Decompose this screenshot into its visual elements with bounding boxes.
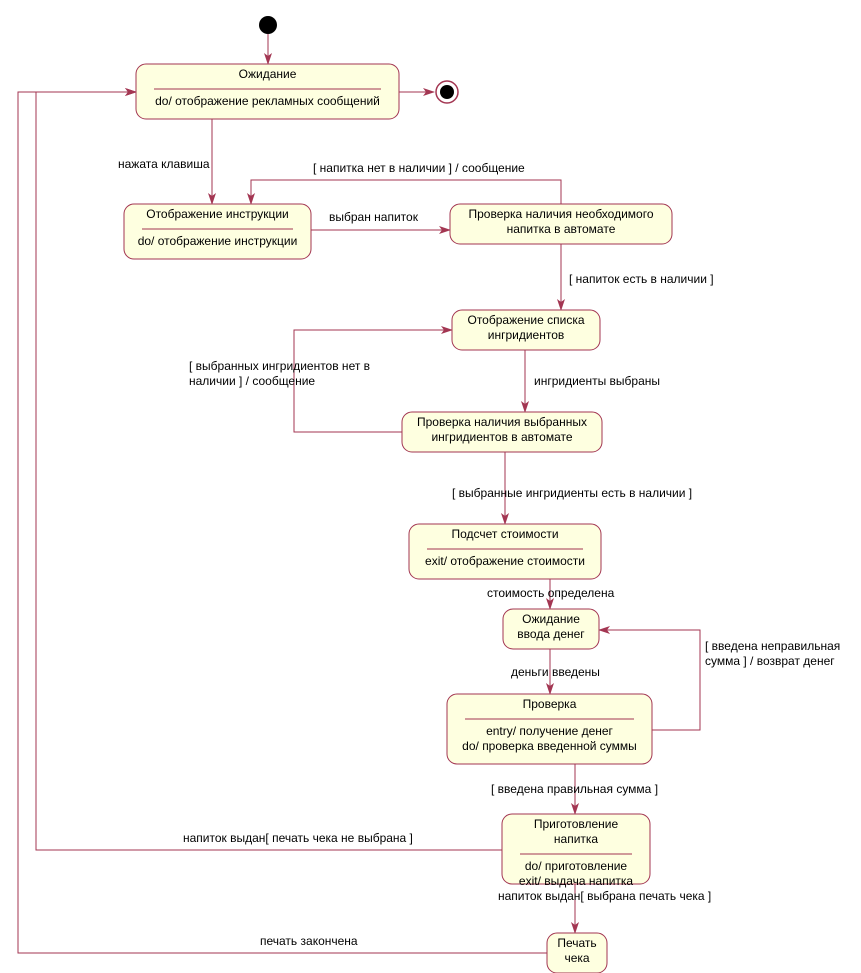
transition-label: [ напитка нет в наличии ] / сообщение (313, 161, 525, 175)
state-title: Проверка наличия необходимого (468, 207, 653, 221)
transition: [ напитка нет в наличии ] / сообщение (251, 161, 561, 204)
transition: ингридиенты выбраны (525, 350, 660, 412)
state-action: entry/ получение денег (486, 724, 613, 738)
state-cost: Подсчет стоимости exit/ отображение стоим… (409, 524, 601, 579)
transition-label: ингридиенты выбраны (534, 374, 660, 388)
state-title: Отображение инструкции (146, 207, 289, 221)
transition-label: печать закончена (260, 934, 358, 948)
transition-label: выбран напиток (329, 210, 419, 224)
transition-label: [ введена неправильная (705, 639, 840, 653)
transition-label: [ выбранных ингридиентов нет в (189, 359, 370, 373)
transition-label: [ выбранные ингридиенты есть в наличии ] (452, 486, 692, 500)
state-title: Приготовление (534, 817, 619, 831)
state-title: Ожидание (239, 67, 297, 81)
transition: деньги введены (511, 649, 600, 694)
transition: [ введена правильная сумма ] (491, 764, 658, 814)
state-title: напитка в автомате (507, 222, 616, 236)
transition: [ напиток есть в наличии ] (561, 244, 714, 310)
state-ingredient_list: Отображение спискаингридиентов (452, 310, 600, 350)
transition: напиток выдан[ выбрана печать чека ] (498, 884, 711, 933)
state-action: do/ проверка введенной суммы (462, 739, 637, 753)
state-action: do/ приготовление (525, 859, 628, 873)
state-title: чека (564, 951, 589, 965)
initial-state (259, 16, 277, 34)
transition-label: напиток выдан[ печать чека не выбрана ] (183, 831, 413, 845)
transition-label: сумма ] / возврат денег (705, 654, 835, 668)
state-action: exit/ отображение стоимости (425, 554, 585, 568)
state-action: do/ отображение инструкции (138, 234, 298, 248)
state-action: exit/ выдача напитка (519, 874, 634, 888)
transition-label: стоимость определена (487, 586, 615, 600)
state-action: do/ отображение рекламных сообщений (155, 94, 380, 108)
transition-label: наличии ] / сообщение (189, 374, 315, 388)
transition-label: напиток выдан[ выбрана печать чека ] (498, 889, 711, 903)
state-wait_money: Ожиданиеввода денег (503, 609, 599, 649)
state-waiting: Ожидание do/ отображение рекламных сообще… (136, 64, 399, 119)
state-prepare: Приготовлениенапитка do/ приготовлениеexi… (502, 814, 650, 888)
state-title: ингридиентов в автомате (431, 430, 572, 444)
state-title: Подсчет стоимости (451, 527, 558, 541)
transition: [ выбранные ингридиенты есть в наличии ] (452, 452, 692, 524)
transition-label: деньги введены (511, 665, 600, 679)
state-check_drink: Проверка наличия необходимогонапитка в а… (450, 204, 672, 244)
state-title: Печать (557, 936, 596, 950)
state-title: ингридиентов (488, 328, 565, 342)
state-title: Отображение списка (467, 313, 584, 327)
transition-label: нажата клавиша (118, 157, 210, 171)
state-title: Ожидание (522, 612, 580, 626)
state-instruction: Отображение инструкции do/ отображение ин… (124, 204, 311, 259)
state-title: Проверка наличия выбранных (417, 415, 587, 429)
state-check_money: Проверка entry/ получение денегdo/ провер… (447, 694, 652, 764)
transition: нажата клавиша (118, 119, 212, 204)
state-receipt: Печатьчека (547, 933, 607, 973)
transition: стоимость определена (487, 579, 615, 609)
transition: выбран напиток (311, 210, 450, 230)
state-title: напитка (554, 832, 599, 846)
state-title: Проверка (523, 697, 577, 711)
transition-label: [ напиток есть в наличии ] (569, 272, 714, 286)
state-title: ввода денег (517, 627, 585, 641)
state-check_ingredients: Проверка наличия выбранныхингридиентов в… (402, 412, 602, 452)
transition-label: [ введена правильная сумма ] (491, 782, 658, 796)
state-diagram: нажата клавиша выбран напиток [ напитка не… (0, 0, 861, 973)
